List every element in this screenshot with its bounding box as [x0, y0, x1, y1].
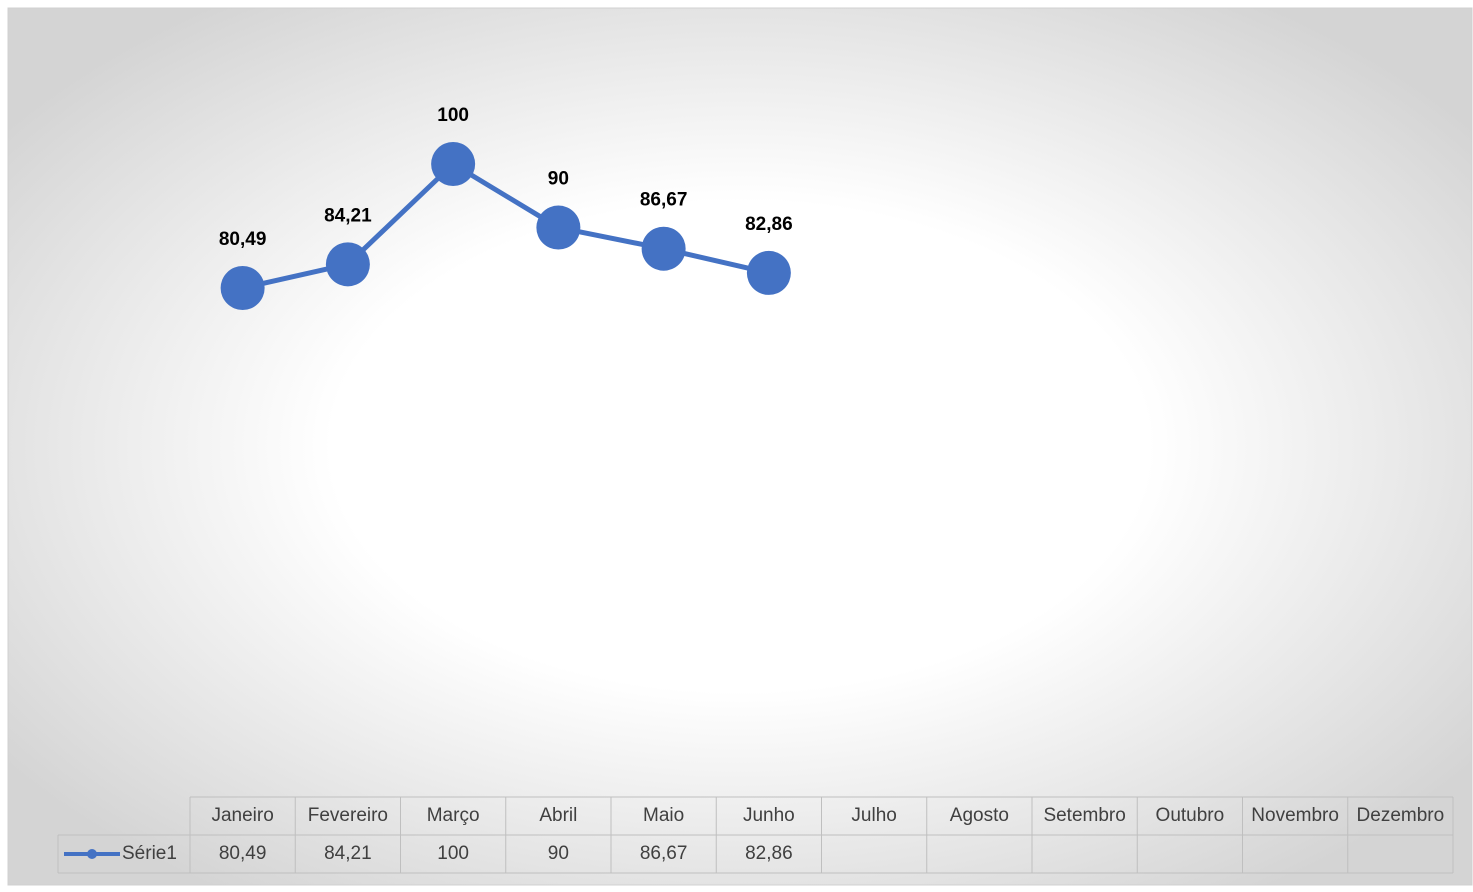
x-tick-label: Março: [427, 805, 480, 826]
data-label: 80,49: [219, 229, 267, 250]
table-value: 86,67: [640, 843, 688, 864]
data-point: [536, 205, 581, 250]
data-label: 84,21: [324, 205, 372, 226]
x-tick-label: Dezembro: [1357, 805, 1445, 826]
x-tick-label: Setembro: [1043, 805, 1125, 826]
x-tick-label: Junho: [743, 805, 795, 826]
legend-label: Série1: [122, 843, 177, 864]
x-tick-label: Maio: [643, 805, 684, 826]
legend-marker: [87, 849, 97, 859]
x-tick-label: Janeiro: [211, 805, 273, 826]
x-tick-label: Julho: [851, 805, 896, 826]
table-value: 90: [548, 843, 569, 864]
x-tick-label: Fevereiro: [308, 805, 388, 826]
table-value: 84,21: [324, 843, 372, 864]
table-value: 100: [437, 843, 469, 864]
data-label: 100: [437, 105, 469, 126]
data-label: 86,67: [640, 190, 688, 211]
data-point: [431, 142, 476, 186]
data-point: [641, 226, 686, 271]
data-label: 82,86: [745, 214, 793, 235]
x-tick-label: Agosto: [950, 805, 1009, 826]
chart-area: [7, 7, 1473, 886]
x-tick-label: Novembro: [1251, 805, 1339, 826]
data-point: [325, 242, 370, 287]
table-value: 82,86: [745, 843, 793, 864]
data-point: [220, 266, 265, 310]
x-tick-label: Abril: [539, 805, 577, 826]
data-point: [746, 250, 791, 295]
table-value: 80,49: [219, 843, 267, 864]
x-tick-label: Outubro: [1156, 805, 1225, 826]
data-label: 90: [548, 169, 569, 190]
